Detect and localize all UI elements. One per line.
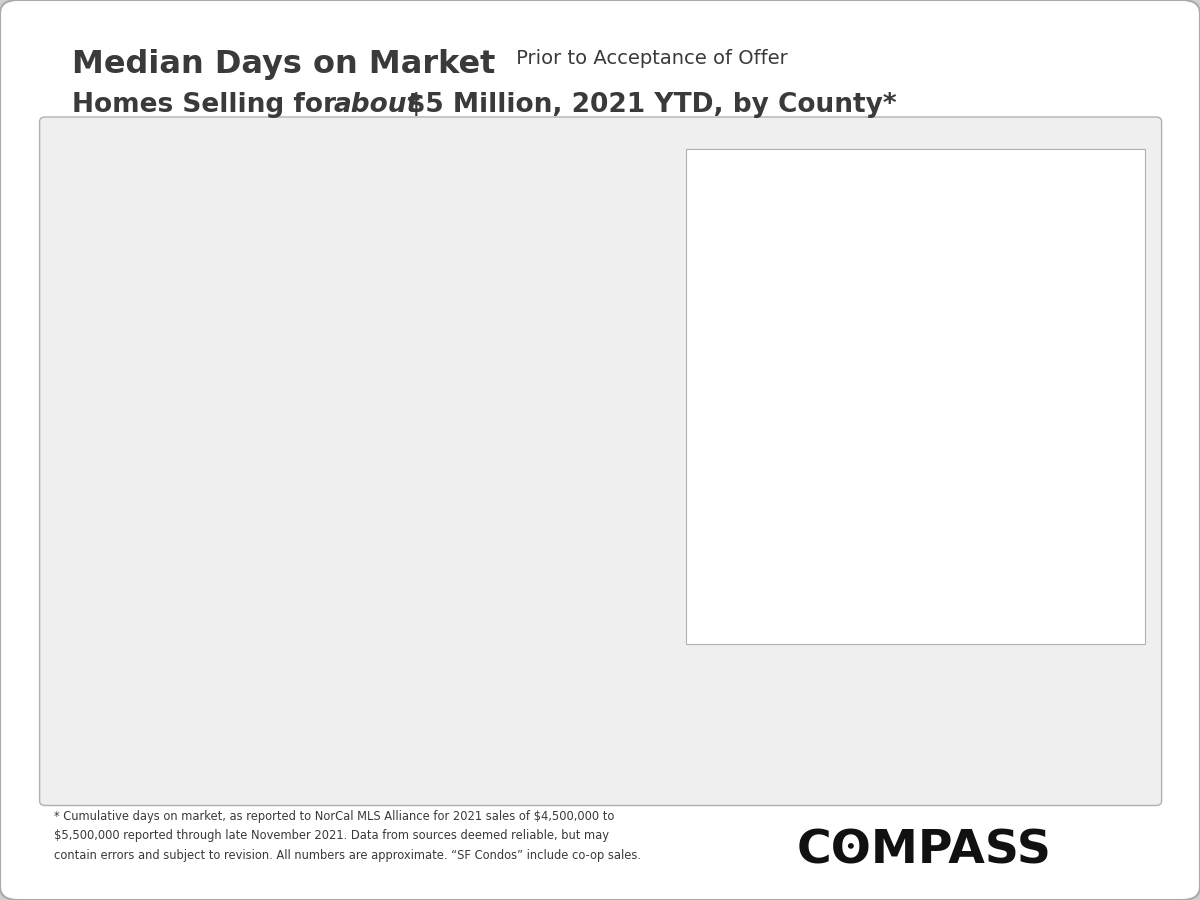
Bar bbox=[194, 541, 238, 734]
Text: 28: 28 bbox=[203, 706, 228, 724]
Bar bbox=[374, 603, 418, 733]
Text: Fremont-
Pleasanton
Region: Fremont- Pleasanton Region bbox=[362, 550, 428, 598]
Text: Median Days on Market: Median Days on Market bbox=[72, 50, 496, 80]
Text: 14: 14 bbox=[443, 706, 468, 724]
Text: Prior to Acceptance of Offer: Prior to Acceptance of Offer bbox=[510, 50, 787, 68]
Bar bbox=[554, 671, 598, 733]
Text: 20: 20 bbox=[323, 706, 348, 724]
Text: $5 Million, 2021 YTD, by County*: $5 Million, 2021 YTD, by County* bbox=[398, 92, 898, 118]
Text: 12: 12 bbox=[503, 706, 528, 724]
Bar bbox=[614, 671, 658, 733]
Text: 19: 19 bbox=[383, 706, 408, 724]
Text: Napa/Sonoma has a large second-home market (as does
the Carmel region and Tahoe): Napa/Sonoma has a large second-home mark… bbox=[712, 168, 1105, 323]
Text: 74: 74 bbox=[83, 706, 108, 724]
Text: 9: 9 bbox=[629, 706, 642, 724]
Text: Homes Selling for: Homes Selling for bbox=[72, 92, 346, 118]
Bar bbox=[134, 507, 178, 734]
Text: about: about bbox=[334, 92, 420, 118]
Bar bbox=[494, 651, 538, 733]
Bar bbox=[74, 224, 118, 734]
Text: 33: 33 bbox=[143, 706, 168, 724]
Text: 9: 9 bbox=[569, 706, 582, 724]
Text: * Cumulative days on market, as reported to NorCal MLS Alliance for 2021 sales o: * Cumulative days on market, as reported… bbox=[54, 810, 641, 862]
Text: Carmel-
Pebble Beach
Region: Carmel- Pebble Beach Region bbox=[175, 489, 256, 536]
Text: Generally speaking, these are very low readings for
homes in this price segment.: Generally speaking, these are very low r… bbox=[712, 521, 1070, 555]
Text: Oakland
Piedmont
Berkeley: Oakland Piedmont Berkeley bbox=[487, 598, 544, 645]
Bar bbox=[314, 596, 358, 734]
Text: Homes Selling for about $5 Million: Homes Selling for about $5 Million bbox=[11, 346, 360, 364]
Bar bbox=[254, 562, 298, 734]
Bar bbox=[434, 637, 478, 733]
Text: 25: 25 bbox=[263, 706, 288, 724]
Text: CʘMPASS: CʘMPASS bbox=[797, 828, 1051, 873]
